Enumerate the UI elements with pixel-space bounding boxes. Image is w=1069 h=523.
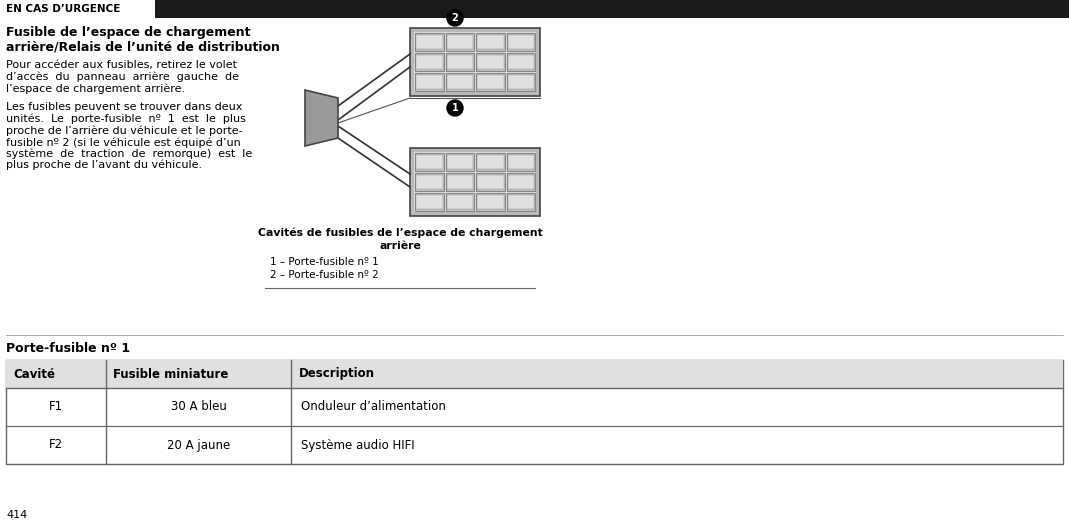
Bar bbox=[6, 360, 1063, 464]
Text: Système audio HIFI: Système audio HIFI bbox=[301, 438, 415, 451]
Polygon shape bbox=[305, 90, 338, 146]
Bar bbox=[507, 193, 534, 211]
Text: système  de  traction  de  remorque)  est  le: système de traction de remorque) est le bbox=[6, 149, 252, 159]
Text: Les fusibles peuvent se trouver dans deux: Les fusibles peuvent se trouver dans deu… bbox=[6, 103, 243, 112]
Bar bbox=[415, 153, 444, 171]
Bar bbox=[416, 55, 443, 69]
Bar bbox=[447, 55, 472, 69]
Bar bbox=[416, 75, 443, 89]
Bar bbox=[476, 173, 505, 191]
Bar bbox=[477, 195, 503, 209]
Text: d’accès  du  panneau  arrière  gauche  de: d’accès du panneau arrière gauche de bbox=[6, 72, 239, 82]
Text: unités.  Le  porte-fusible  nº  1  est  le  plus: unités. Le porte-fusible nº 1 est le plu… bbox=[6, 114, 246, 124]
Text: Porte-fusible nº 1: Porte-fusible nº 1 bbox=[6, 342, 130, 355]
Text: plus proche de l’avant du véhicule.: plus proche de l’avant du véhicule. bbox=[6, 160, 202, 170]
Bar bbox=[476, 193, 505, 211]
Bar bbox=[416, 155, 443, 169]
Text: F1: F1 bbox=[49, 401, 63, 414]
Bar bbox=[415, 173, 444, 191]
Text: 1 – Porte-fusible nº 1: 1 – Porte-fusible nº 1 bbox=[270, 257, 378, 267]
Bar bbox=[447, 195, 472, 209]
Bar bbox=[447, 35, 472, 49]
Bar bbox=[507, 153, 534, 171]
Bar bbox=[477, 155, 503, 169]
Bar bbox=[155, 0, 1069, 18]
Text: arrière: arrière bbox=[379, 241, 421, 251]
Bar bbox=[477, 75, 503, 89]
Bar bbox=[476, 73, 505, 91]
Bar bbox=[508, 35, 534, 49]
Bar bbox=[446, 153, 474, 171]
Bar bbox=[447, 75, 472, 89]
Bar bbox=[415, 73, 444, 91]
Bar bbox=[446, 173, 474, 191]
Bar bbox=[447, 175, 472, 189]
Bar bbox=[477, 35, 503, 49]
Bar bbox=[414, 152, 536, 212]
Text: l’espace de chargement arrière.: l’espace de chargement arrière. bbox=[6, 83, 185, 94]
Text: Fusible de l’espace de chargement: Fusible de l’espace de chargement bbox=[6, 26, 250, 39]
Text: Cavités de fusibles de l’espace de chargement: Cavités de fusibles de l’espace de charg… bbox=[258, 228, 542, 238]
Bar bbox=[508, 75, 534, 89]
Circle shape bbox=[447, 100, 463, 116]
Bar bbox=[476, 153, 505, 171]
Bar bbox=[416, 175, 443, 189]
Bar bbox=[0, 0, 1069, 18]
Bar bbox=[446, 53, 474, 71]
Text: EN CAS D’URGENCE: EN CAS D’URGENCE bbox=[6, 4, 121, 14]
Text: 414: 414 bbox=[6, 510, 27, 520]
Text: Cavité: Cavité bbox=[13, 368, 55, 381]
Text: Fusible miniature: Fusible miniature bbox=[113, 368, 229, 381]
Circle shape bbox=[447, 10, 463, 26]
Bar bbox=[446, 33, 474, 51]
Bar bbox=[446, 193, 474, 211]
Text: 2: 2 bbox=[451, 13, 459, 23]
Bar bbox=[476, 53, 505, 71]
Bar bbox=[410, 148, 540, 216]
Bar bbox=[507, 53, 534, 71]
Bar bbox=[508, 195, 534, 209]
Bar bbox=[507, 33, 534, 51]
Bar bbox=[508, 155, 534, 169]
Text: F2: F2 bbox=[49, 438, 63, 451]
Text: Onduleur d’alimentation: Onduleur d’alimentation bbox=[301, 401, 446, 414]
Bar bbox=[508, 55, 534, 69]
Text: 30 A bleu: 30 A bleu bbox=[171, 401, 227, 414]
Bar bbox=[410, 28, 540, 96]
Text: 20 A jaune: 20 A jaune bbox=[167, 438, 231, 451]
Bar bbox=[507, 173, 534, 191]
Bar bbox=[416, 195, 443, 209]
Bar bbox=[477, 55, 503, 69]
Text: 1: 1 bbox=[451, 103, 459, 113]
Bar bbox=[477, 175, 503, 189]
Bar bbox=[508, 175, 534, 189]
Text: fusible nº 2 (si le véhicule est équipé d’un: fusible nº 2 (si le véhicule est équipé … bbox=[6, 137, 241, 147]
Bar bbox=[6, 360, 1063, 388]
Text: Description: Description bbox=[298, 368, 374, 381]
Text: Pour accéder aux fusibles, retirez le volet: Pour accéder aux fusibles, retirez le vo… bbox=[6, 60, 237, 70]
Bar bbox=[415, 193, 444, 211]
Bar bbox=[507, 73, 534, 91]
Bar bbox=[414, 32, 536, 92]
Text: 2 – Porte-fusible nº 2: 2 – Porte-fusible nº 2 bbox=[270, 270, 378, 280]
Bar bbox=[447, 155, 472, 169]
Bar bbox=[416, 35, 443, 49]
Bar bbox=[476, 33, 505, 51]
Text: proche de l’arrière du véhicule et le porte-: proche de l’arrière du véhicule et le po… bbox=[6, 126, 243, 136]
Bar bbox=[415, 53, 444, 71]
Text: arrière/Relais de l’unité de distribution: arrière/Relais de l’unité de distributio… bbox=[6, 40, 280, 53]
Bar bbox=[415, 33, 444, 51]
Bar bbox=[446, 73, 474, 91]
